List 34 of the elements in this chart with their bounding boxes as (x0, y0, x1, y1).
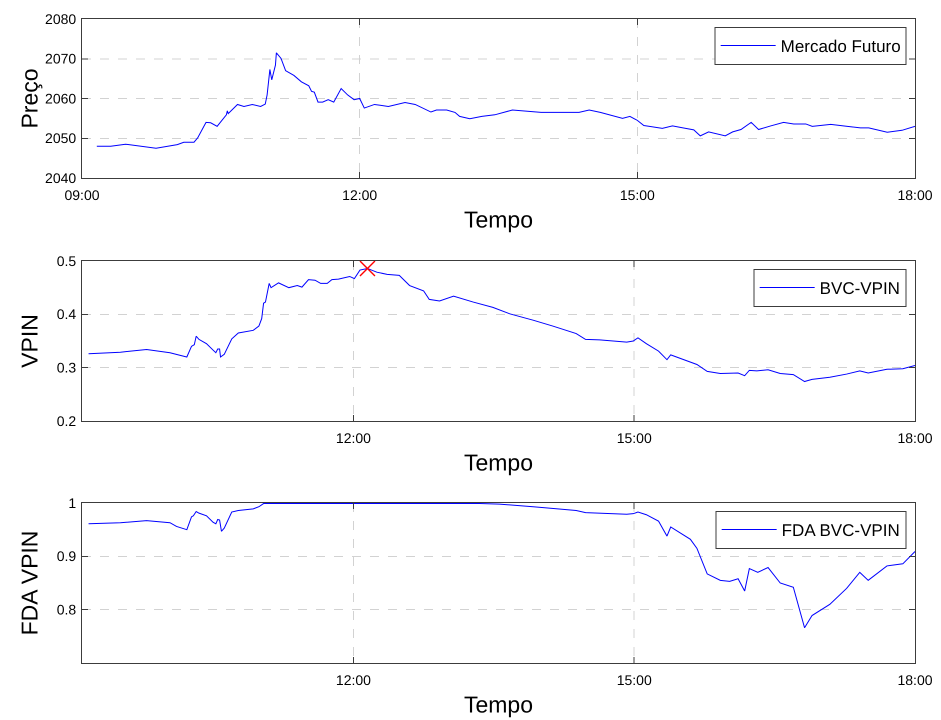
x-tick-label: 09:00 (64, 186, 100, 203)
x-tick-label: 18:00 (897, 186, 933, 203)
y-tick-label: 0.9 (56, 548, 76, 564)
x-axis-title: Tempo (464, 449, 534, 476)
y-axis-title: VPIN (16, 314, 43, 368)
x-axis-title: Tempo (464, 206, 534, 232)
legend-label: FDA BVC-VPIN (782, 521, 900, 540)
x-tick-label: 12:00 (342, 186, 378, 203)
y-tick-label: 2070 (45, 50, 76, 67)
legend-label: Mercado Futuro (780, 37, 901, 56)
x-tick-label: 15:00 (616, 430, 652, 446)
y-tick-label: 2050 (45, 130, 76, 146)
y-tick-label: 0.2 (56, 412, 76, 429)
y-tick-label: 0.4 (56, 306, 76, 322)
line-series (96, 52, 915, 149)
line-series (88, 268, 915, 382)
y-tick-label: 0.8 (56, 602, 76, 618)
y-tick-label: 2060 (45, 90, 76, 106)
x-tick-label: 12:00 (336, 430, 372, 446)
x-tick-label: 15:00 (620, 186, 656, 203)
y-axis-title: FDA VPIN (16, 530, 43, 636)
line-series (88, 503, 915, 628)
x-axis-title: Tempo (464, 691, 534, 718)
legend-label: BVC-VPIN (820, 279, 900, 298)
x-tick-label: 18:00 (897, 672, 933, 688)
x-tick-label: 15:00 (616, 672, 652, 688)
x-tick-label: 18:00 (897, 430, 933, 446)
y-tick-label: 1 (68, 494, 76, 511)
y-tick-label: 0.3 (56, 360, 76, 376)
y-tick-label: 2080 (45, 10, 76, 27)
y-axis-title: Preço (16, 68, 42, 129)
y-tick-label: 2040 (45, 170, 76, 186)
x-tick-label: 12:00 (336, 672, 372, 688)
y-tick-label: 0.5 (56, 252, 76, 269)
